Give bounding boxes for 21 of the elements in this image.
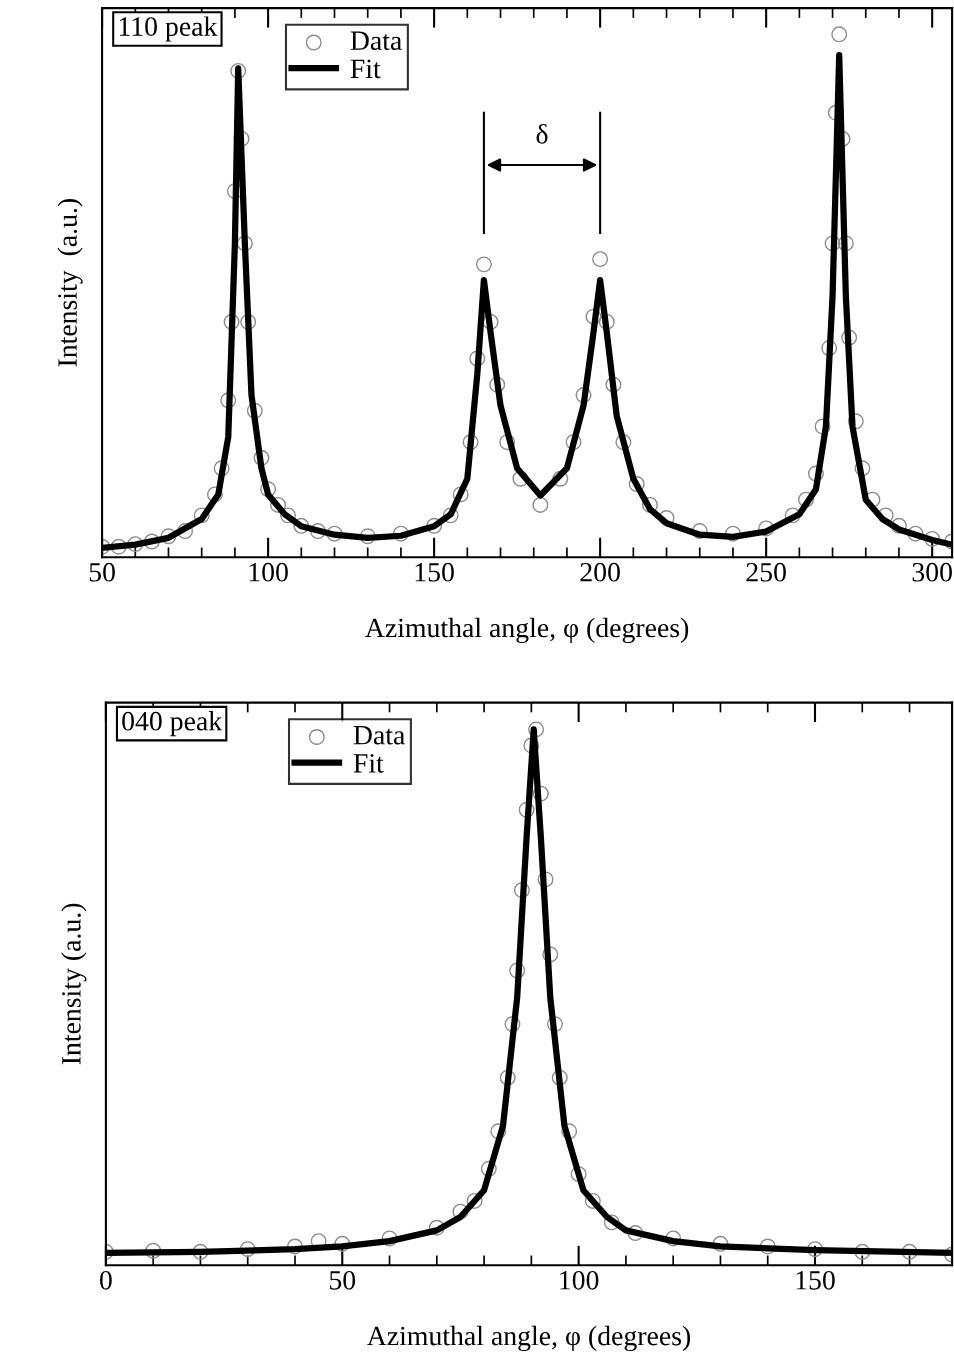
x-axis-title: Azimuthal angle, φ (degrees) <box>366 1325 691 1352</box>
y-axis-title: Intensity (a.u.) <box>57 199 83 367</box>
x-tick-label: 300 <box>912 562 952 582</box>
annotation: 040 peak <box>122 711 223 737</box>
legend-label: Fit <box>353 754 384 773</box>
annotation: 110 peak <box>119 16 218 42</box>
legend-label: Data <box>350 31 402 51</box>
annotation: δ <box>536 124 548 144</box>
x-tick-label: 0 <box>100 1270 112 1290</box>
y-axis-title: Intensity (a.u.) <box>61 903 87 1065</box>
legend-label: Fit <box>350 59 381 79</box>
x-tick-label: 100 <box>560 1270 599 1290</box>
x-tick-label: 150 <box>415 562 454 582</box>
x-tick-label: 100 <box>249 562 288 582</box>
x-axis-title: Azimuthal angle, φ (degrees) <box>365 617 689 644</box>
x-tick-label: 200 <box>580 562 620 582</box>
x-tick-label: 50 <box>89 562 115 582</box>
x-tick-label: 50 <box>329 1270 356 1290</box>
x-tick-label: 250 <box>746 562 786 582</box>
x-tick-label: 150 <box>796 1270 835 1290</box>
legend-label: Data <box>353 726 405 745</box>
